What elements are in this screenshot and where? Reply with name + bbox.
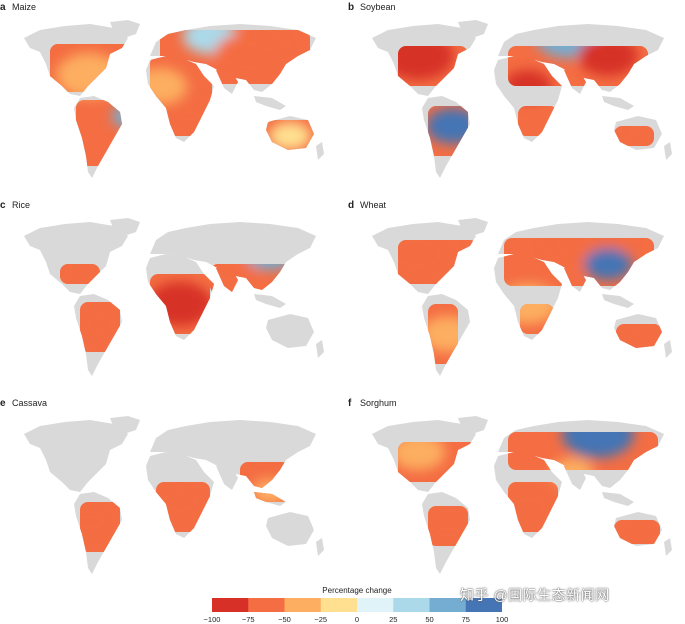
legend-color-cell: [357, 598, 394, 612]
legend-tick-label: −100: [203, 615, 221, 624]
legend-tick-label: −75: [241, 615, 255, 624]
panel-title: Cassava: [12, 398, 48, 408]
legend-color-cell: [465, 598, 502, 612]
panel-title: Rice: [12, 200, 31, 210]
legend-tick-label: −25: [314, 615, 328, 624]
world-map: [24, 218, 324, 376]
land-outline: [24, 222, 128, 294]
land-outline: [254, 96, 286, 110]
legend-color-cell: [320, 598, 358, 612]
panel-cassava: e Cassava: [0, 398, 330, 580]
land-outline: [316, 142, 324, 160]
land-outline: [664, 340, 672, 358]
legend-title: Percentage change: [322, 586, 392, 595]
panel-title: Soybean: [360, 2, 396, 12]
panel-letter: c: [0, 200, 6, 211]
world-map: [24, 416, 324, 574]
world-map: [24, 20, 324, 178]
legend-color-cell: [248, 598, 285, 612]
panel-sorghum: f Sorghum: [348, 398, 678, 580]
watermark: 知乎 @国际生态新闻网: [460, 587, 610, 603]
land-outline: [602, 294, 634, 308]
land-outline: [316, 340, 324, 358]
legend-tick-label: 100: [495, 615, 509, 624]
panel-maize: a Maize: [0, 2, 330, 184]
panel-wheat: d Wheat: [348, 200, 678, 382]
world-map: [372, 20, 672, 178]
panel-letter: e: [0, 398, 6, 409]
panel-title: Sorghum: [360, 398, 397, 408]
panel-letter: a: [0, 2, 6, 13]
land-outline: [216, 466, 238, 490]
land-outline: [24, 420, 128, 492]
land-outline: [602, 96, 634, 110]
panel-title: Maize: [12, 2, 37, 12]
land-outline: [664, 538, 672, 556]
land-outline: [564, 466, 586, 490]
land-outline: [458, 20, 488, 38]
legend-colorbar: [212, 598, 502, 612]
land-outline: [458, 218, 488, 236]
panel-letter: d: [348, 200, 355, 211]
world-map: [372, 218, 672, 376]
panel-rice: c Rice: [0, 200, 330, 382]
land-outline: [316, 538, 324, 556]
legend-tick-label: 50: [425, 615, 434, 624]
panel-soybean: b Soybean: [348, 2, 678, 184]
land-outline: [664, 142, 672, 160]
land-outline: [458, 416, 488, 434]
legend-color-cell: [212, 598, 249, 612]
legend-tick-label: 75: [461, 615, 470, 624]
land-outline: [602, 492, 634, 506]
color-legend: Percentage change −100 −75 −50 −25 0 25 50 75 10…: [204, 586, 509, 624]
legend-tick-label: −50: [278, 615, 291, 624]
world-map: [372, 416, 672, 574]
land-outline: [110, 218, 140, 236]
panel-title: Wheat: [360, 200, 387, 210]
legend-color-cell: [284, 598, 322, 612]
land-outline: [110, 20, 140, 38]
land-outline: [266, 512, 314, 546]
land-outline: [254, 294, 286, 308]
panel-letter: f: [348, 398, 352, 409]
land-outline: [266, 314, 314, 348]
legend-color-cell: [393, 598, 430, 612]
land-outline: [110, 416, 140, 434]
legend-tick-label: 25: [389, 615, 398, 624]
legend-color-cell: [429, 598, 467, 612]
panel-letter: b: [348, 2, 355, 13]
legend-tick-label: 0: [354, 615, 360, 624]
